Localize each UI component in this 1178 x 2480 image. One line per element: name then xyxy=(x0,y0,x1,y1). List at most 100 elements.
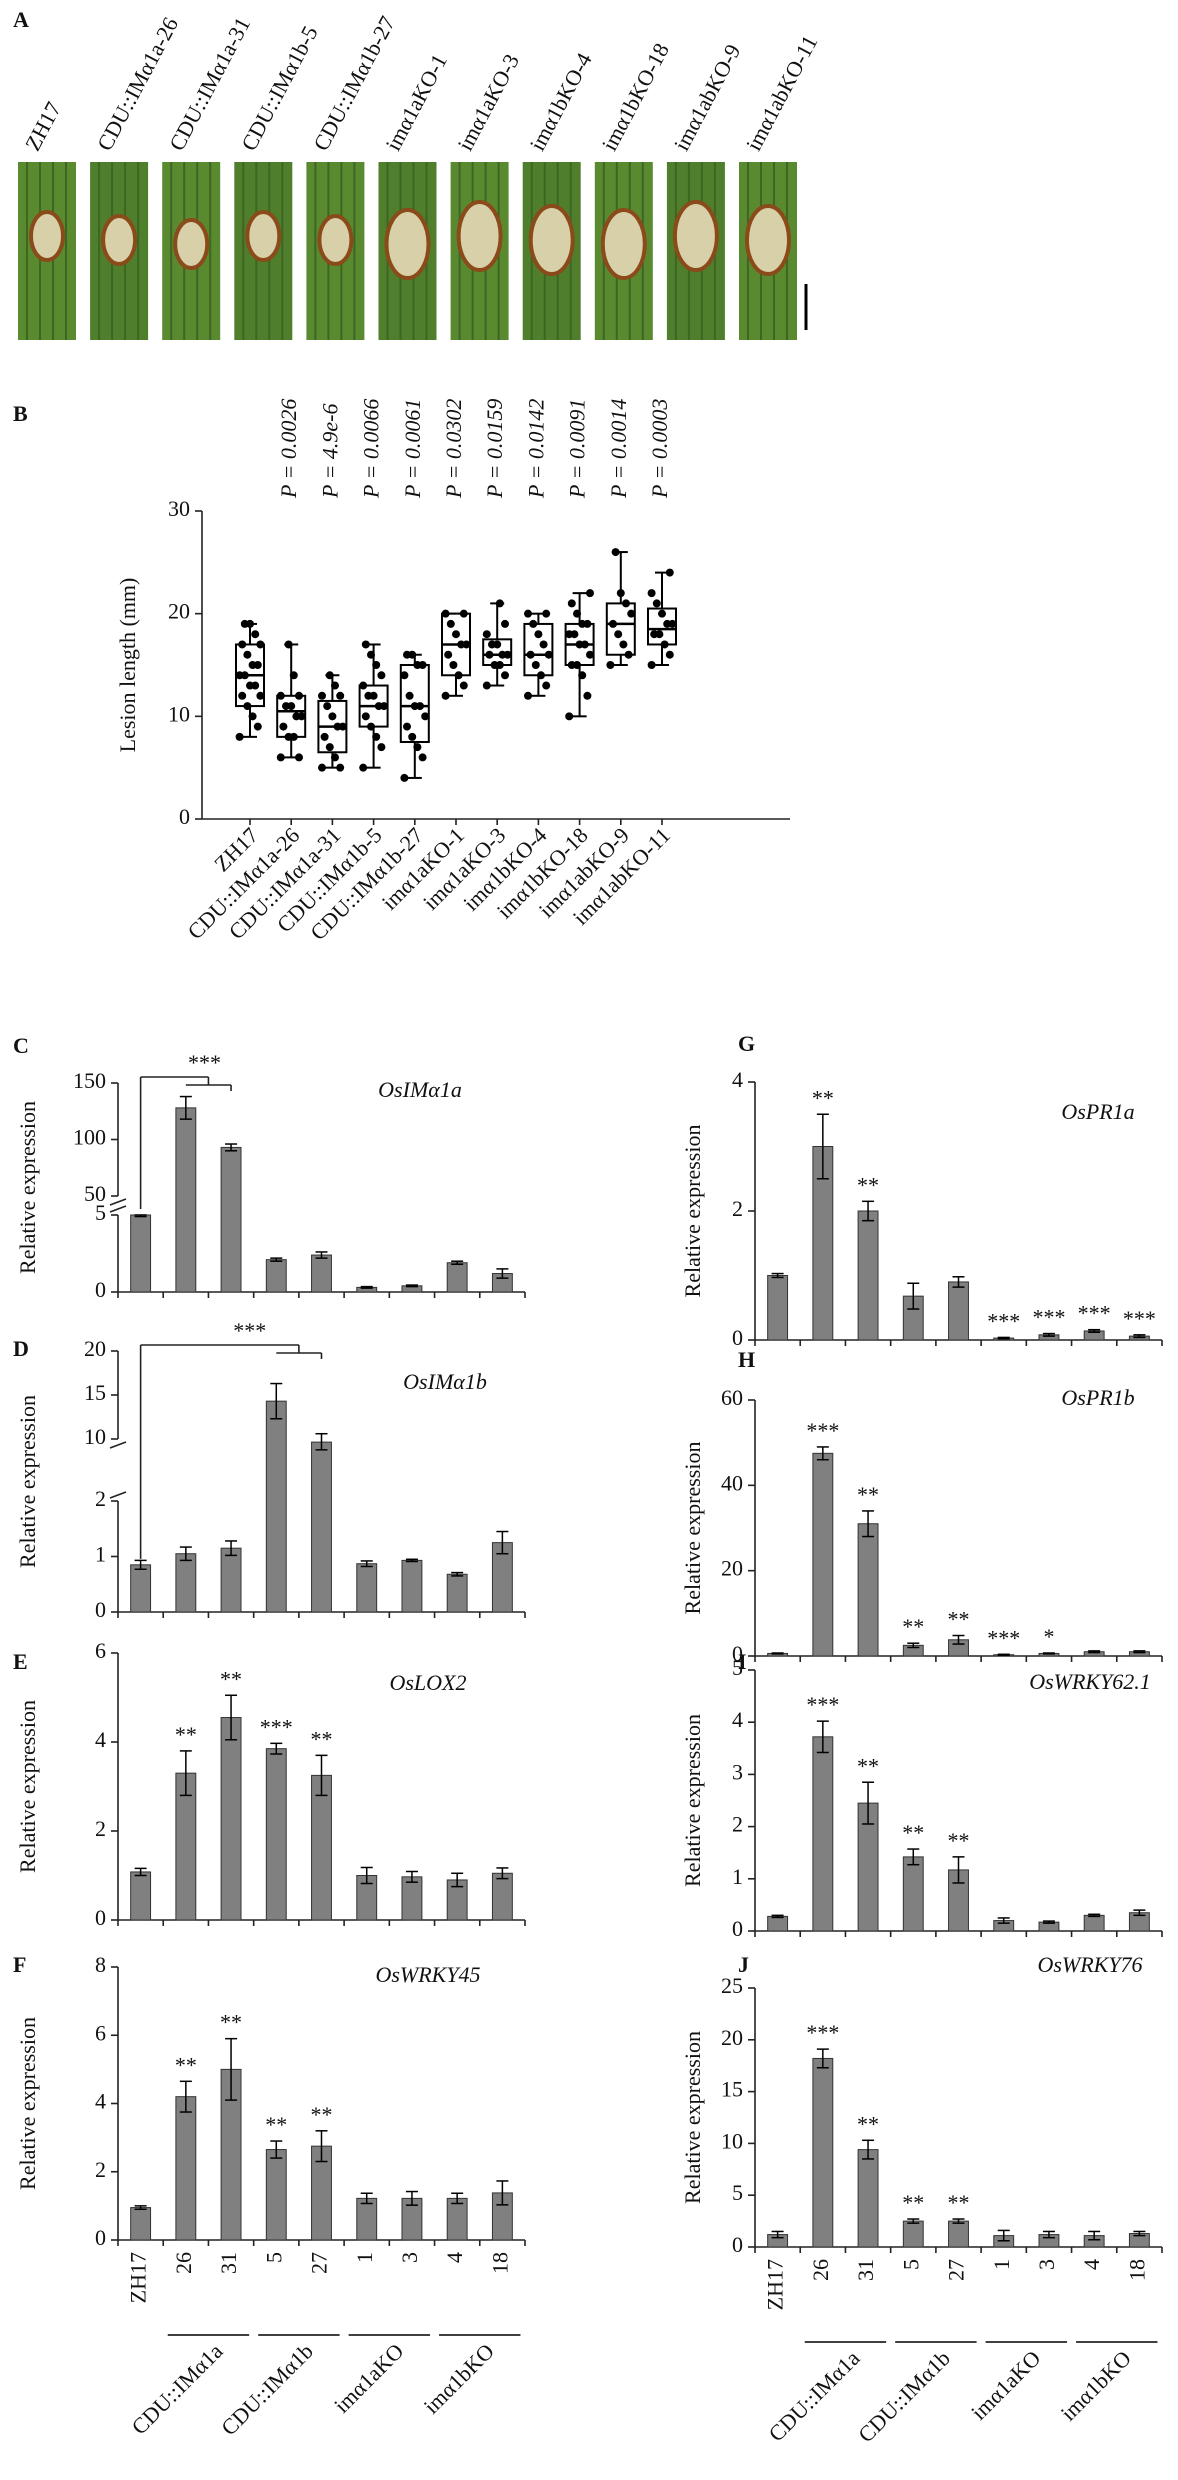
y-tick-label: 4 xyxy=(732,1707,743,1732)
y-tick-label: 2 xyxy=(95,1816,106,1841)
y-tick-label: 8 xyxy=(95,1952,106,1977)
significance: *** xyxy=(987,1308,1020,1333)
x-tick-label: ZH17 xyxy=(126,2252,151,2303)
significance: ** xyxy=(902,1614,924,1639)
y-axis-label: Relative expression xyxy=(680,2031,705,2204)
data-point xyxy=(578,619,587,628)
data-point xyxy=(565,630,574,639)
y-tick-label: 30 xyxy=(168,496,190,521)
p-value: P = 0.0066 xyxy=(359,399,384,499)
data-point xyxy=(295,753,303,762)
data-point xyxy=(372,661,381,669)
data-point xyxy=(336,763,345,772)
bar xyxy=(265,1748,287,1921)
data-point xyxy=(542,609,551,618)
p-value: P = 0.0003 xyxy=(647,399,672,499)
data-point xyxy=(586,650,594,659)
data-point xyxy=(622,599,630,608)
lesion xyxy=(384,208,431,280)
significance: ** xyxy=(175,1722,197,1747)
axis-break xyxy=(109,1441,127,1449)
lesion xyxy=(456,200,503,272)
y-tick-label: 150 xyxy=(73,1068,106,1093)
p-value: P = 0.0014 xyxy=(606,399,631,499)
data-point xyxy=(413,661,422,669)
significance: ** xyxy=(857,1172,879,1197)
bar xyxy=(446,1573,468,1613)
data-point xyxy=(650,630,659,639)
bar xyxy=(857,1210,879,1341)
significance: ** xyxy=(175,2052,197,2077)
data-point xyxy=(295,691,303,700)
x-tick-label: 31 xyxy=(853,2259,878,2281)
y-tick-label: 2 xyxy=(732,1812,743,1837)
y-axis-label: Relative expression xyxy=(680,1125,705,1298)
y-tick-label: 3 xyxy=(732,1759,743,1784)
p-value: P = 0.0302 xyxy=(441,399,466,499)
data-point xyxy=(282,702,290,711)
data-point xyxy=(652,599,661,608)
significance: *** xyxy=(1032,1305,1065,1330)
data-point xyxy=(624,650,633,659)
bar xyxy=(265,2149,287,2241)
data-point xyxy=(658,609,666,618)
p-value: P = 0.0142 xyxy=(523,399,548,499)
y-tick-label: 0 xyxy=(179,804,190,829)
data-point xyxy=(537,671,545,680)
gene-title: OsIMα1b xyxy=(403,1369,487,1394)
significance: *** xyxy=(806,2020,839,2045)
y-tick-label: 0 xyxy=(732,1325,743,1350)
y-tick-label: 6 xyxy=(95,1638,106,1663)
data-point xyxy=(578,671,587,680)
data-point xyxy=(377,743,386,752)
data-point xyxy=(410,702,419,711)
data-point xyxy=(454,671,463,680)
y-tick-label: 1 xyxy=(732,1864,743,1889)
gene-title: OsLOX2 xyxy=(389,1670,466,1695)
bar xyxy=(1083,1914,1105,1932)
significance: ** xyxy=(220,2010,242,2035)
data-point xyxy=(660,640,669,649)
data-point xyxy=(647,661,656,669)
data-point xyxy=(256,640,265,649)
y-tick-label: 50 xyxy=(84,1181,106,1206)
data-point xyxy=(333,722,342,731)
panel-label: D xyxy=(13,1336,29,1361)
data-point xyxy=(367,650,375,659)
data-point xyxy=(490,661,499,669)
data-point xyxy=(403,650,411,659)
data-point xyxy=(243,650,252,659)
significance: ** xyxy=(857,1482,879,1507)
data-point xyxy=(606,661,615,669)
data-point xyxy=(364,691,373,700)
y-axis-label: Relative expression xyxy=(680,1442,705,1615)
comparison-label: *** xyxy=(188,1050,221,1075)
bar xyxy=(902,1856,924,1932)
data-point xyxy=(318,691,326,700)
data-point xyxy=(586,589,594,598)
panel-label: J xyxy=(738,1952,749,1977)
y-tick-label: 20 xyxy=(721,1556,743,1581)
data-point xyxy=(372,732,381,741)
data-point xyxy=(542,681,551,690)
y-tick-label: 5 xyxy=(732,2180,743,2205)
data-point xyxy=(665,568,674,577)
data-point xyxy=(534,630,543,639)
data-point xyxy=(403,722,411,731)
y-tick-label: 4 xyxy=(732,1067,743,1092)
data-point xyxy=(361,640,370,649)
data-point xyxy=(501,671,509,680)
bar xyxy=(767,1275,789,1341)
data-point xyxy=(524,691,532,700)
data-point xyxy=(482,681,491,690)
data-point xyxy=(292,712,301,721)
data-point xyxy=(665,650,674,659)
significance: *** xyxy=(1078,1301,1111,1326)
bar xyxy=(356,2197,378,2241)
y-axis-label: Relative expression xyxy=(15,1395,40,1568)
y-tick-label: 20 xyxy=(721,2025,743,2050)
lesion xyxy=(672,200,719,272)
bar xyxy=(356,1563,378,1613)
p-value: P = 0.0091 xyxy=(565,399,590,499)
